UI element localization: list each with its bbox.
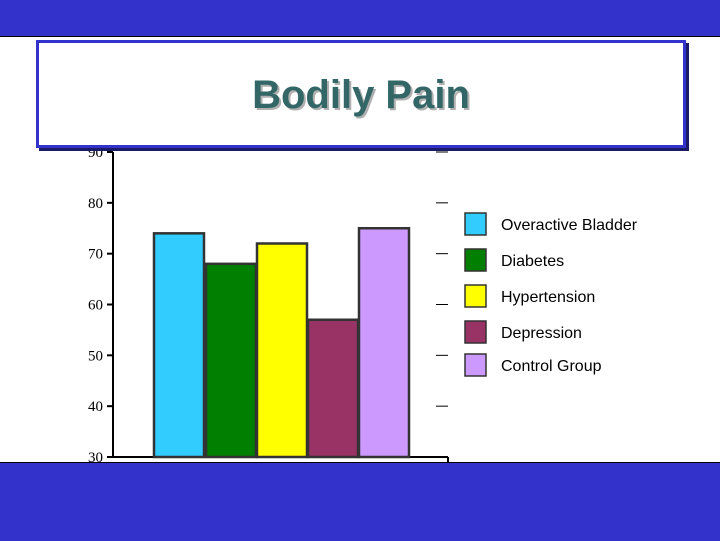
- y-tick-label: 60: [88, 298, 103, 314]
- top-band: [0, 0, 720, 37]
- legend-label-overactive-bladder: Overactive Bladder: [501, 217, 638, 234]
- legend-label-hypertension: Hypertension: [501, 289, 595, 306]
- bar-hypertension: [255, 242, 309, 459]
- bar-overactive-bladder: [152, 232, 206, 459]
- bar-depression: [306, 318, 360, 459]
- legend-label-diabetes: Diabetes: [501, 253, 564, 270]
- chart-title: Bodily Pain: [252, 73, 470, 117]
- legend-swatch-overactive-bladder: [464, 212, 487, 236]
- legend-swatch-depression: [464, 320, 487, 344]
- legend-swatch-hypertension: [464, 284, 487, 308]
- y-tick-label: 80: [88, 196, 103, 212]
- y-tick-label: 90: [88, 145, 103, 161]
- bar-control-group: [357, 227, 411, 459]
- legend-label-control-group: Control Group: [501, 358, 602, 375]
- legend-swatch-control-group: [464, 353, 487, 377]
- legend-swatch-diabetes: [464, 248, 487, 272]
- bottom-band: [0, 462, 720, 541]
- y-tick-label: 50: [88, 348, 103, 364]
- title-box: Bodily Pain: [36, 40, 686, 148]
- y-tick-label: 40: [88, 399, 103, 415]
- bar-diabetes: [204, 262, 258, 459]
- y-tick-label: 70: [88, 247, 103, 263]
- legend-label-depression: Depression: [501, 325, 582, 342]
